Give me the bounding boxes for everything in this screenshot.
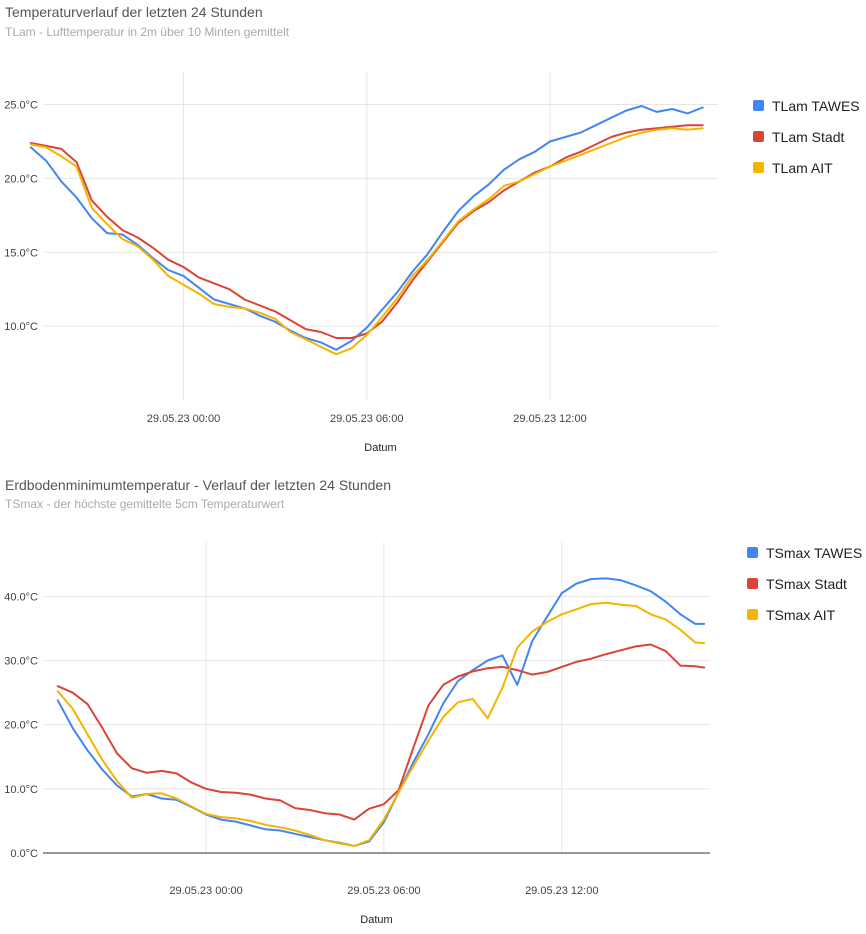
- chart-plot: 29.05.23 00:00 29.05.23 06:00 29.05.23 12:…: [4, 542, 862, 926]
- x-tick-label: 29.05.23 12:00: [525, 885, 598, 897]
- legend-swatch: [753, 131, 764, 142]
- legend-label[interactable]: TSmax TAWES: [766, 545, 862, 561]
- legend-swatch: [753, 100, 764, 111]
- chart-subtitle: TSmax - der höchste gemittelte 5cm Tempe…: [5, 497, 285, 511]
- x-axis-title: Datum: [360, 914, 392, 926]
- legend-label[interactable]: TLam TAWES: [772, 98, 860, 114]
- legend-swatch: [747, 609, 758, 620]
- chart-title: Temperaturverlauf der letzten 24 Stunden: [5, 4, 263, 20]
- x-tick-label: 29.05.23 06:00: [330, 413, 403, 425]
- x-tick-label: 29.05.23 12:00: [513, 413, 586, 425]
- legend-swatch: [753, 162, 764, 173]
- x-tick-label: 29.05.23 00:00: [147, 413, 220, 425]
- chart-subtitle: TLam - Lufttemperatur in 2m über 10 Mint…: [5, 25, 290, 39]
- y-tick-label: 40.0°C: [4, 591, 38, 603]
- chart-plot: 29.05.23 00:00 29.05.23 06:00 29.05.23 12:…: [4, 72, 860, 454]
- legend-swatch: [747, 547, 758, 558]
- legend-label[interactable]: TSmax Stadt: [766, 576, 847, 592]
- x-tick-label: 29.05.23 00:00: [169, 885, 242, 897]
- air-temperature-chart: Temperaturverlauf der letzten 24 Stunden…: [4, 4, 860, 454]
- y-tick-label: 20.0°C: [4, 720, 38, 732]
- y-tick-label: 0.0°C: [10, 848, 38, 860]
- y-tick-label: 10.0°C: [4, 784, 38, 796]
- series-line: [56, 643, 706, 821]
- y-tick-label: 15.0°C: [4, 247, 38, 259]
- y-tick-label: 25.0°C: [4, 100, 38, 112]
- y-tick-label: 10.0°C: [4, 321, 38, 333]
- series-line: [56, 577, 706, 847]
- y-tick-label: 30.0°C: [4, 656, 38, 668]
- legend-label[interactable]: TSmax AIT: [766, 607, 836, 623]
- legend-label[interactable]: TLam AIT: [772, 160, 833, 176]
- x-axis-title: Datum: [364, 442, 396, 454]
- series-line: [29, 105, 704, 351]
- soil-temperature-chart: Erdbodenminimumtemperatur - Verlauf der …: [0, 470, 866, 934]
- series-line: [56, 601, 706, 847]
- chart-title: Erdbodenminimumtemperatur - Verlauf der …: [5, 477, 391, 493]
- legend-swatch: [747, 578, 758, 589]
- x-tick-label: 29.05.23 06:00: [347, 885, 420, 897]
- legend-label[interactable]: TLam Stadt: [772, 129, 844, 145]
- series-line: [29, 127, 704, 356]
- y-tick-label: 20.0°C: [4, 173, 38, 185]
